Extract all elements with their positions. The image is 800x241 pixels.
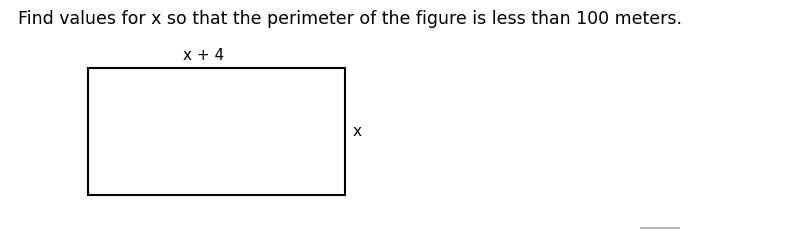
Text: x + 4: x + 4 xyxy=(183,48,224,63)
Text: x: x xyxy=(353,124,362,139)
Text: Find values for x so that the perimeter of the figure is less than 100 meters.: Find values for x so that the perimeter … xyxy=(18,10,682,28)
Bar xyxy=(88,68,345,195)
